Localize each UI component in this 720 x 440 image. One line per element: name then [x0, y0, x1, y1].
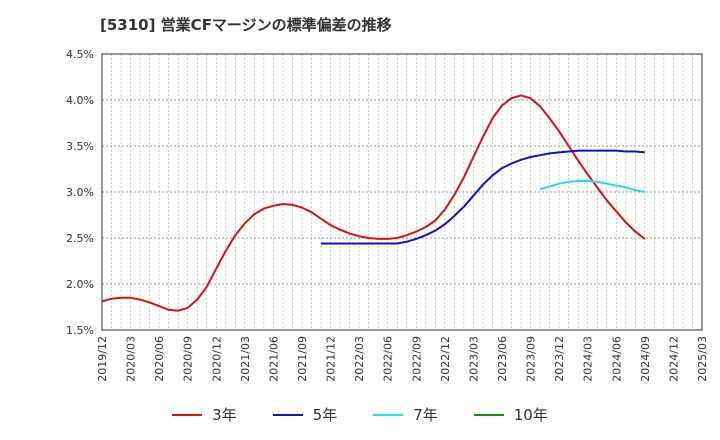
series-lines: [101, 94, 646, 312]
x-tick-label: 2019/12: [96, 336, 109, 382]
legend-swatch: [172, 413, 203, 416]
legend-item: 7年: [373, 404, 438, 425]
x-tick-label: 2022/06: [382, 336, 395, 382]
legend: 3年 5年 7年 10年: [0, 404, 720, 425]
legend-label: 10年: [513, 406, 548, 424]
x-tick-label: 2022/09: [410, 336, 423, 382]
x-tick-label: 2023/06: [496, 336, 509, 382]
legend-swatch: [473, 413, 504, 416]
plot-frame: [101, 53, 703, 331]
series-line-3年: [101, 94, 646, 312]
y-tick-label: 2.0%: [66, 278, 94, 291]
x-tick-label: 2024/09: [639, 336, 652, 382]
legend-swatch: [373, 413, 404, 416]
x-tick-label: 2024/03: [582, 336, 595, 382]
chart-title: [5310] 営業CFマージンの標準偏差の推移: [100, 16, 392, 34]
y-tick-label: 3.5%: [66, 140, 94, 153]
x-tick-label: 2021/09: [296, 336, 309, 382]
x-tick-label: 2022/03: [353, 336, 366, 382]
x-tick-label: 2020/03: [125, 336, 138, 382]
axes: 1.5% 2.0% 2.5% 3.0% 3.5% 4.0% 4.5% 2019/12 2020/…: [66, 48, 709, 382]
series-line-7年: [539, 180, 646, 193]
y-tick-label: 2.5%: [66, 232, 94, 245]
x-tick-label: 2024/06: [610, 336, 623, 382]
x-tick-label: 2024/12: [667, 336, 680, 382]
y-tick-label: 4.5%: [66, 48, 94, 61]
series-line-5年: [321, 149, 645, 245]
legend-item: 3年: [172, 404, 237, 425]
legend-item: 5年: [272, 404, 338, 425]
legend-label: 5年: [312, 406, 338, 424]
y-tick-label: 3.0%: [66, 186, 94, 199]
line-chart: 1.5% 2.0% 2.5% 3.0% 3.5% 4.0% 4.5% 2019/12 2020/…: [66, 48, 709, 382]
x-tick-label: 2025/03: [696, 336, 709, 382]
x-tick-label: 2020/09: [182, 336, 195, 382]
grid: [101, 53, 703, 331]
legend-label: 3年: [212, 406, 237, 424]
x-tick-label: 2021/03: [239, 336, 252, 382]
x-tick-label: 2021/12: [325, 336, 338, 382]
x-tick-label: 2021/06: [267, 336, 280, 382]
x-tick-label: 2020/06: [153, 336, 166, 382]
legend-swatch: [272, 413, 303, 416]
y-tick-label: 4.0%: [66, 94, 94, 107]
y-tick-label: 1.5%: [66, 324, 94, 337]
x-tick-label: 2022/12: [439, 336, 452, 382]
legend-label: 7年: [413, 406, 438, 424]
x-tick-label: 2023/03: [467, 336, 480, 382]
legend-item: 10年: [473, 404, 548, 425]
x-tick-label: 2023/12: [553, 336, 566, 382]
x-tick-label: 2023/09: [525, 336, 538, 382]
x-tick-label: 2020/12: [210, 336, 223, 382]
